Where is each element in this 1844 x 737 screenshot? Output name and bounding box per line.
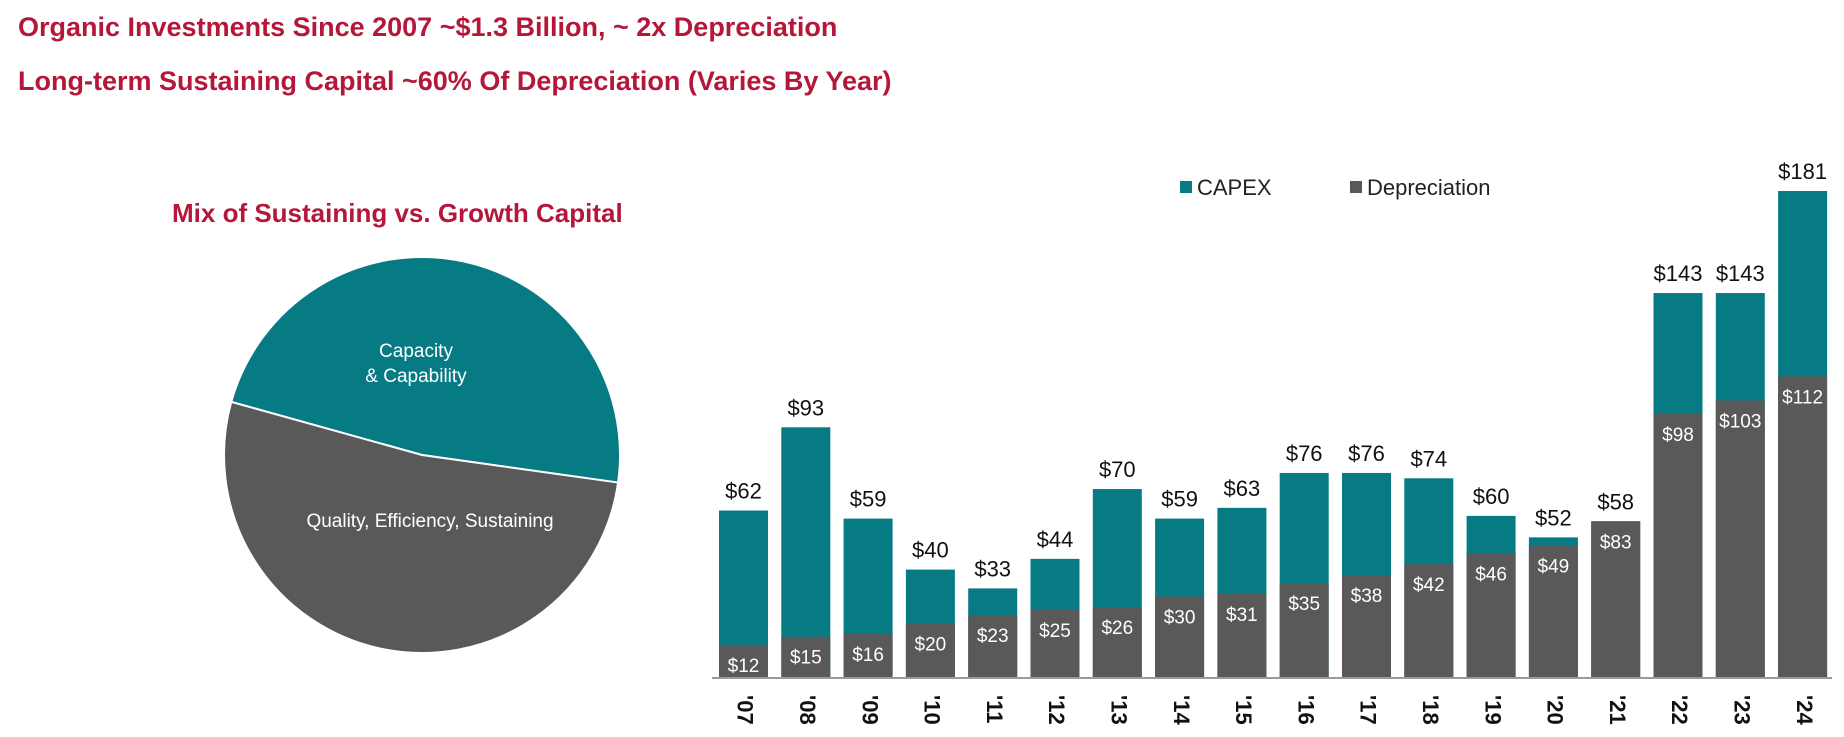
bar-depreciation-0 [719, 644, 768, 677]
pie-label-quality: Quality, Efficiency, Sustaining [306, 511, 553, 532]
bar-label-depreciation-8: $31 [1226, 605, 1258, 626]
x-tick-label-17: '24 [1792, 695, 1817, 725]
x-tick-label-2: '09 [857, 695, 882, 725]
bar-label-capex-4: $33 [974, 556, 1011, 581]
bar-label-capex-1: $93 [787, 395, 824, 420]
bar-label-capex-12: $60 [1473, 484, 1510, 509]
bar-label-capex-15: $143 [1654, 261, 1703, 286]
bar-label-depreciation-15: $98 [1662, 425, 1694, 446]
x-tick-label-8: '15 [1231, 695, 1256, 725]
x-tick-label-10: '17 [1356, 695, 1381, 725]
bar-depreciation-3 [905, 623, 955, 677]
headline-investments: Organic Investments Since 2007 ~$1.3 Bil… [18, 12, 838, 42]
bar-depreciation-5 [1030, 609, 1080, 677]
bar-label-depreciation-9: $35 [1288, 594, 1320, 615]
bar-depreciation-14 [1591, 521, 1641, 677]
pie-slice-capacity-capability [230, 256, 621, 484]
legend-swatch-capex [1180, 181, 1192, 193]
pie-chart-title: Mix of Sustaining vs. Growth Capital [172, 198, 623, 228]
bar-label-depreciation-14: $83 [1600, 532, 1632, 553]
bar-depreciation-6 [1092, 607, 1142, 677]
bar-label-capex-8: $63 [1224, 476, 1261, 501]
pie-label-capacity-line2: & Capability [365, 366, 467, 387]
pie-slice-quality-efficiency-sustaining [223, 400, 620, 654]
bar-label-depreciation-4: $23 [977, 626, 1009, 647]
bar-label-capex-3: $40 [912, 538, 949, 563]
bar-label-capex-10: $76 [1348, 441, 1385, 466]
bar-label-depreciation-13: $49 [1538, 556, 1570, 577]
bar-label-capex-17: $181 [1778, 159, 1827, 184]
bar-label-depreciation-12: $46 [1475, 564, 1507, 585]
x-tick-label-13: '20 [1543, 695, 1568, 725]
x-tick-label-1: '08 [795, 695, 820, 725]
bar-label-depreciation-5: $25 [1039, 621, 1071, 642]
bar-depreciation-11 [1404, 564, 1454, 677]
x-tick-label-11: '18 [1418, 695, 1443, 725]
capital-mix-pie-chart: Capacity & Capability Quality, Efficiency,… [223, 256, 621, 654]
bar-label-depreciation-17: $112 [1782, 387, 1823, 408]
bar-label-depreciation-1: $15 [790, 648, 822, 669]
bar-depreciation-13 [1528, 545, 1578, 677]
bar-label-capex-14: $58 [1597, 489, 1634, 514]
x-tick-label-0: '07 [733, 695, 758, 725]
legend-label-capex: CAPEX [1197, 175, 1272, 200]
x-tick-label-12: '19 [1480, 695, 1505, 725]
bar-label-depreciation-3: $20 [915, 634, 947, 655]
x-tick-label-4: '11 [982, 695, 1007, 724]
bar-label-depreciation-11: $42 [1413, 575, 1445, 596]
headline-sustaining-capital: Long-term Sustaining Capital ~60% Of Dep… [18, 66, 892, 96]
bar-label-capex-2: $59 [850, 487, 887, 512]
bar-capex-1 [781, 427, 831, 677]
bar-depreciation-9 [1279, 583, 1329, 677]
bar-label-capex-5: $44 [1037, 527, 1074, 552]
bar-label-depreciation-6: $26 [1101, 618, 1133, 639]
bar-label-capex-7: $59 [1161, 487, 1198, 512]
x-tick-label-16: '23 [1729, 695, 1754, 725]
bar-label-depreciation-0: $12 [728, 656, 760, 677]
x-tick-label-9: '16 [1293, 695, 1318, 725]
bar-depreciation-16 [1715, 400, 1765, 677]
x-tick-label-3: '10 [920, 695, 945, 725]
x-tick-label-14: '21 [1605, 695, 1630, 725]
pie-label-capacity-line1: Capacity [379, 341, 453, 362]
bar-label-depreciation-10: $38 [1351, 586, 1383, 607]
bar-depreciation-1 [781, 636, 831, 677]
bar-label-capex-6: $70 [1099, 457, 1136, 482]
bar-depreciation-7 [1155, 596, 1205, 677]
bar-depreciation-2 [843, 634, 893, 677]
x-tick-label-5: '12 [1044, 695, 1069, 725]
bar-label-capex-16: $143 [1716, 261, 1765, 286]
bar-depreciation-12 [1466, 553, 1516, 677]
x-tick-label-6: '13 [1106, 695, 1131, 725]
bar-label-capex-13: $52 [1535, 505, 1572, 530]
legend-label-depreciation: Depreciation [1367, 175, 1491, 200]
legend-swatch-depreciation [1350, 181, 1362, 193]
bar-label-depreciation-7: $30 [1164, 607, 1196, 628]
bar-label-depreciation-16: $103 [1719, 411, 1761, 432]
bar-label-capex-0: $62 [725, 479, 762, 504]
x-tick-label-7: '14 [1169, 695, 1194, 725]
bar-depreciation-8 [1217, 593, 1267, 677]
bar-label-capex-9: $76 [1286, 441, 1323, 466]
bar-depreciation-15 [1653, 413, 1703, 677]
bar-depreciation-10 [1342, 574, 1391, 677]
bar-label-depreciation-2: $16 [852, 645, 884, 666]
bar-depreciation-17 [1778, 376, 1828, 677]
bar-depreciation-4 [968, 615, 1018, 677]
bar-label-capex-11: $74 [1410, 446, 1447, 471]
x-tick-label-15: '22 [1667, 695, 1692, 725]
